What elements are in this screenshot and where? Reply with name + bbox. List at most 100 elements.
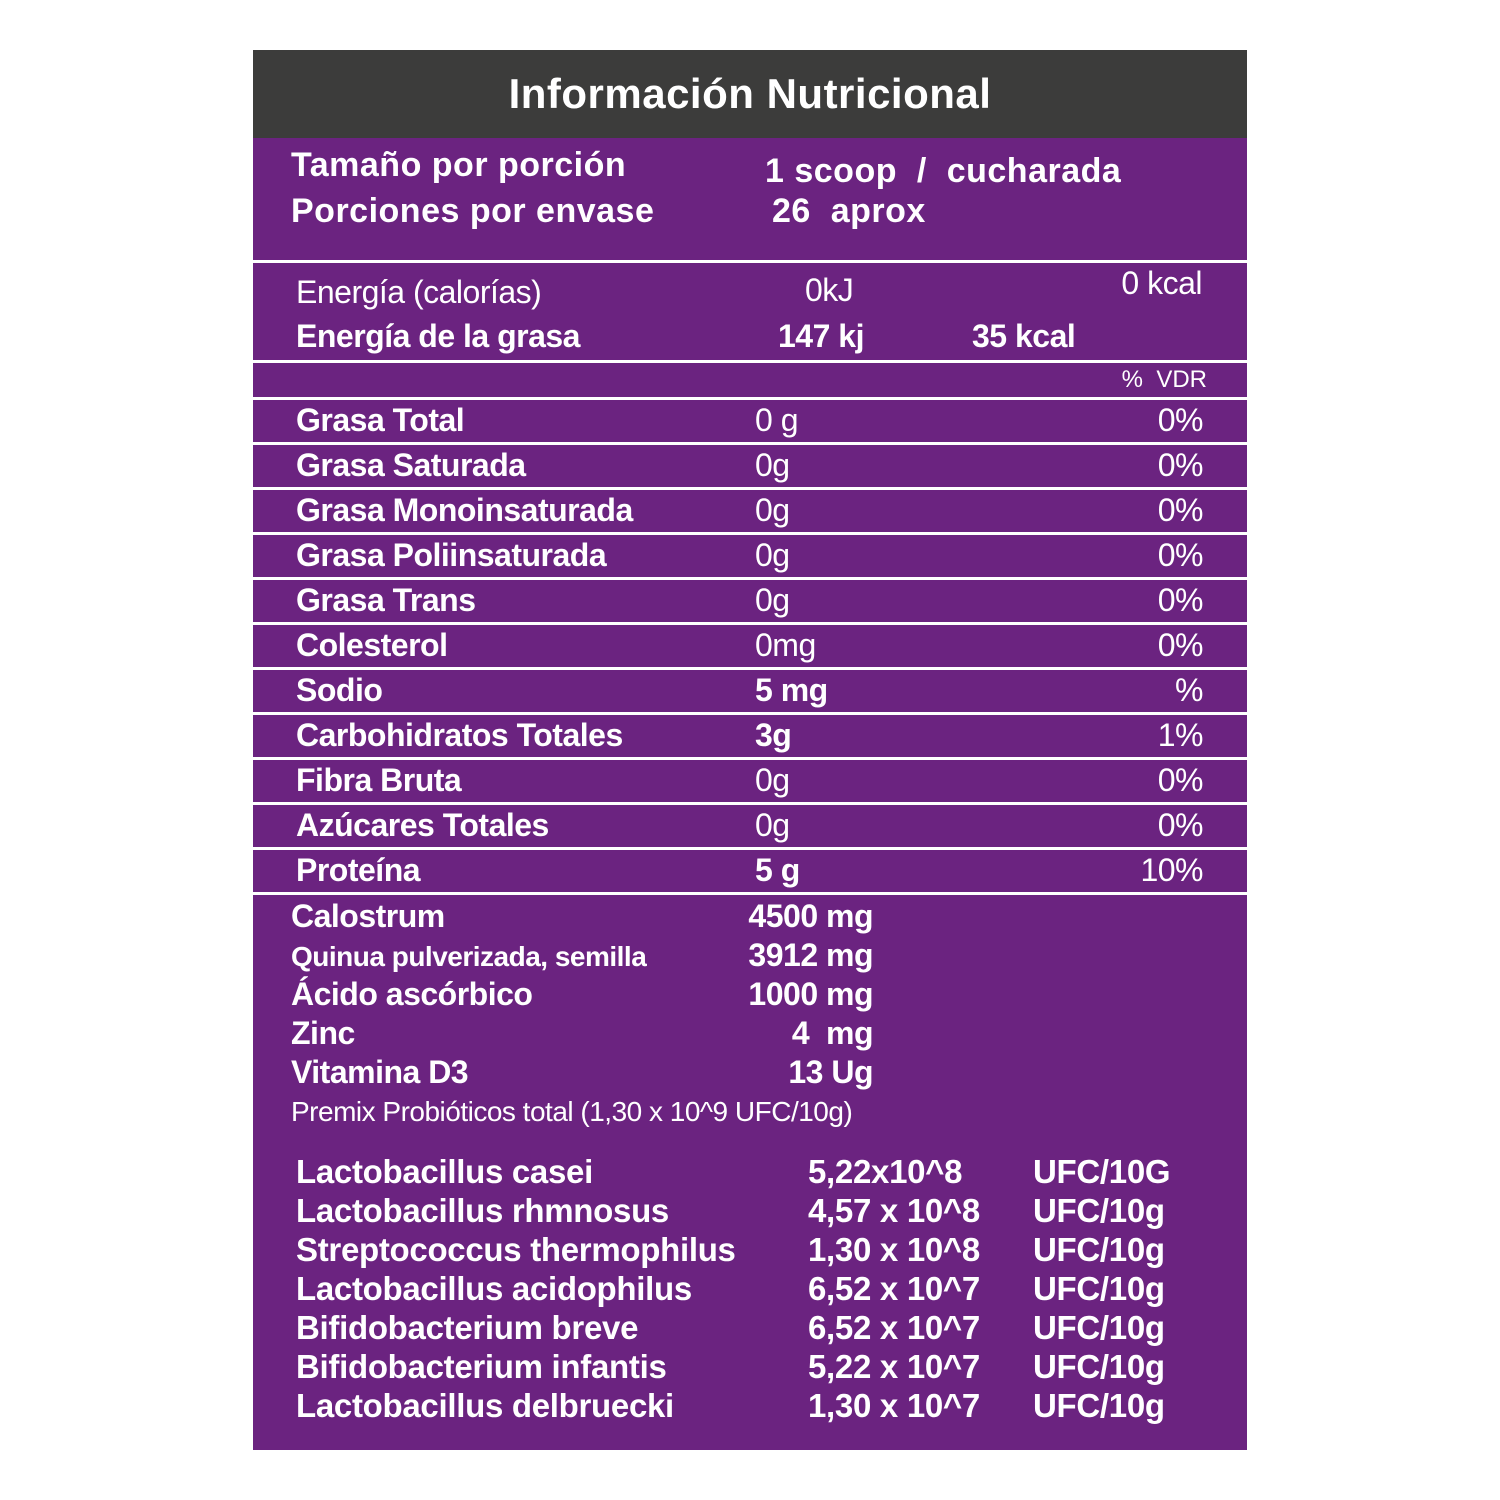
nutrient-amount: 0g bbox=[755, 447, 790, 483]
nutrient-row: Grasa Total 0 g 0% bbox=[253, 400, 1247, 442]
supplement-amount: 3912 mg bbox=[748, 937, 873, 973]
divider bbox=[253, 667, 1247, 670]
nutrient-row: Sodio 5 mg% bbox=[253, 670, 1247, 712]
nutrient-row: Carbohidratos Totales 3g 1% bbox=[253, 715, 1247, 757]
serving-size-label: Tamaño por porción bbox=[291, 146, 627, 184]
probiotic-count: 1,30 x 10^7 bbox=[808, 1387, 980, 1424]
nutrient-percent: 0% bbox=[1157, 402, 1204, 438]
divider bbox=[253, 847, 1247, 850]
nutrient-amount: 0g bbox=[755, 807, 790, 843]
supplement-amount: 1000 mg bbox=[748, 976, 873, 1012]
energy-kcal: 0 kcal bbox=[1121, 265, 1202, 301]
divider bbox=[253, 757, 1247, 760]
probiotic-unit: UFC/10g bbox=[1033, 1192, 1165, 1229]
serving-size-value: 1 scoop / cucharada bbox=[765, 152, 1122, 190]
nutrient-amount: 5 g bbox=[755, 852, 800, 888]
supplement-name: Calostrum bbox=[291, 898, 445, 934]
nutrient-row: Colesterol 0mg 0% bbox=[253, 625, 1247, 667]
nutrient-percent: % bbox=[1175, 672, 1203, 708]
probiotic-name: Lactobacillus casei bbox=[296, 1153, 593, 1190]
supplement-amount: 13 Ug bbox=[788, 1054, 873, 1090]
nutrient-amount: 0 g bbox=[755, 402, 798, 438]
probiotic-name: Lactobacillus rhmnosus bbox=[296, 1192, 669, 1229]
probiotic-name: Lactobacillus delbruecki bbox=[296, 1387, 674, 1424]
divider bbox=[253, 487, 1247, 490]
supplement-amount: 4500 mg bbox=[748, 898, 873, 934]
nutrient-amount: 0g bbox=[755, 537, 790, 573]
divider bbox=[253, 622, 1247, 625]
nutrient-percent: 0% bbox=[1157, 537, 1204, 573]
nutrient-row: Grasa Poliinsaturada 0g 0% bbox=[253, 535, 1247, 577]
probiotic-count: 5,22x10^8 bbox=[808, 1153, 963, 1190]
supplement-name: Vitamina D3 bbox=[291, 1054, 469, 1090]
nutrition-label: Información Nutricional Tamaño por porci… bbox=[253, 50, 1247, 1450]
supplement-name: Quinua pulverizada, semilla bbox=[291, 941, 647, 972]
probiotic-unit: UFC/10g bbox=[1033, 1231, 1165, 1268]
nutrient-percent: 1% bbox=[1157, 717, 1204, 753]
probiotic-count: 1,30 x 10^8 bbox=[808, 1231, 980, 1268]
probiotic-name: Bifidobacterium breve bbox=[296, 1309, 639, 1346]
probiotic-unit: UFC/10g bbox=[1033, 1270, 1165, 1307]
probiotic-count: 6,52 x 10^7 bbox=[808, 1270, 980, 1307]
nutrient-name: Carbohidratos Totales bbox=[296, 717, 623, 753]
probiotic-unit: UFC/10g bbox=[1033, 1387, 1165, 1424]
divider bbox=[253, 397, 1247, 400]
divider bbox=[253, 360, 1247, 363]
nutrient-row: Grasa Saturada 0g 0% bbox=[253, 445, 1247, 487]
divider bbox=[253, 802, 1247, 805]
nutrient-amount: 5 mg bbox=[755, 672, 828, 708]
divider bbox=[253, 577, 1247, 580]
servings-per-container-label: Porciones por envase bbox=[291, 192, 655, 230]
probiotic-name: Streptococcus thermophilus bbox=[296, 1231, 736, 1268]
probiotic-name: Lactobacillus acidophilus bbox=[296, 1270, 692, 1307]
nutrient-row: Proteína 5 g 10% bbox=[253, 850, 1247, 892]
probiotic-count: 6,52 x 10^7 bbox=[808, 1309, 980, 1346]
nutrient-name: Sodio bbox=[296, 672, 383, 708]
nutrient-percent: 10% bbox=[1140, 852, 1203, 888]
premix-total: Premix Probióticos total (1,30 x 10^9 UF… bbox=[291, 1096, 853, 1127]
nutrient-name: Colesterol bbox=[296, 627, 448, 663]
divider bbox=[253, 712, 1247, 715]
nutrient-name: Grasa Trans bbox=[296, 582, 476, 618]
fat-energy-kj: 147 kj bbox=[778, 318, 864, 354]
divider bbox=[253, 260, 1247, 263]
probiotic-count: 4,57 x 10^8 bbox=[808, 1192, 980, 1229]
vdr-header: % VDR bbox=[1121, 366, 1207, 393]
supplement-name: Ácido ascórbico bbox=[291, 976, 533, 1012]
nutrient-name: Grasa Monoinsaturada bbox=[296, 492, 633, 528]
divider bbox=[253, 892, 1247, 895]
nutrient-name: Fibra Bruta bbox=[296, 762, 462, 798]
nutrient-name: Azúcares Totales bbox=[296, 807, 549, 843]
nutrient-percent: 0% bbox=[1157, 807, 1204, 843]
probiotic-unit: UFC/10G bbox=[1033, 1153, 1171, 1190]
nutrient-name: Grasa Saturada bbox=[296, 447, 526, 483]
probiotic-unit: UFC/10g bbox=[1033, 1348, 1165, 1385]
probiotic-count: 5,22 x 10^7 bbox=[808, 1348, 980, 1385]
fat-energy-kcal: 35 kcal bbox=[972, 318, 1076, 354]
label-title: Información Nutricional bbox=[253, 50, 1247, 138]
fat-energy-label: Energía de la grasa bbox=[296, 318, 580, 354]
nutrient-amount: 0g bbox=[755, 492, 790, 528]
nutrient-amount: 3g bbox=[755, 717, 792, 753]
nutrient-percent: 0% bbox=[1157, 447, 1204, 483]
supplement-name: Zinc bbox=[291, 1015, 355, 1051]
servings-per-container-value: 26 aprox bbox=[772, 192, 926, 230]
nutrient-percent: 0% bbox=[1157, 492, 1204, 528]
nutrient-amount: 0g bbox=[755, 582, 790, 618]
nutrient-percent: 0% bbox=[1157, 627, 1204, 663]
supplement-amount: 4 mg bbox=[791, 1015, 874, 1051]
divider bbox=[253, 442, 1247, 445]
nutrient-percent: 0% bbox=[1157, 582, 1204, 618]
nutrient-name: Grasa Total bbox=[296, 402, 465, 438]
nutrient-name: Proteína bbox=[296, 852, 421, 888]
nutrient-amount: 0mg bbox=[755, 627, 816, 663]
nutrient-row: Azúcares Totales 0g 0% bbox=[253, 805, 1247, 847]
energy-label: Energía (calorías) bbox=[296, 274, 542, 310]
divider bbox=[253, 532, 1247, 535]
probiotic-name: Bifidobacterium infantis bbox=[296, 1348, 667, 1385]
probiotic-unit: UFC/10g bbox=[1033, 1309, 1165, 1346]
nutrient-row: Grasa Monoinsaturada 0g 0% bbox=[253, 490, 1247, 532]
nutrient-name: Grasa Poliinsaturada bbox=[296, 537, 607, 573]
nutrient-row: Grasa Trans 0g 0% bbox=[253, 580, 1247, 622]
energy-kj: 0kJ bbox=[805, 272, 854, 308]
